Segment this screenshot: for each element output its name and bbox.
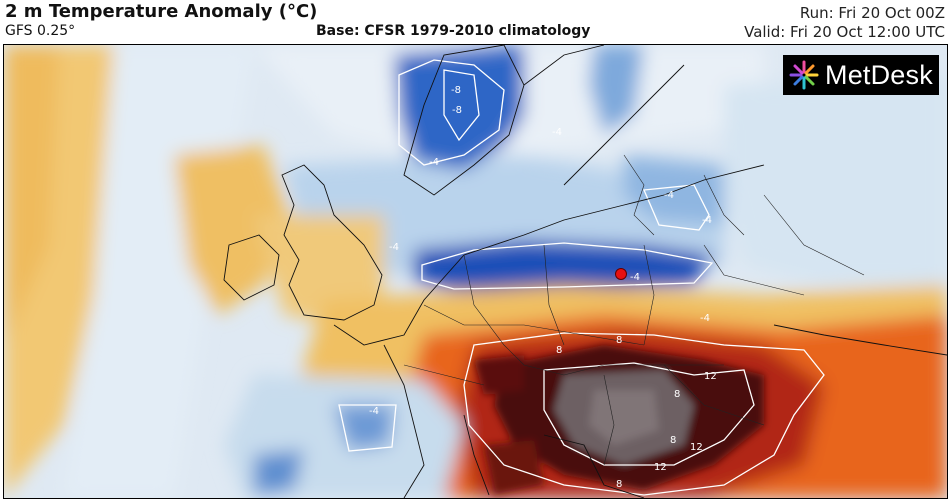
contour-label: -4 bbox=[369, 406, 379, 417]
contour-label: 8 bbox=[674, 389, 680, 400]
contour-label: -8 bbox=[452, 105, 462, 116]
logo-text: MetDesk bbox=[825, 59, 933, 90]
contour-label: -4 bbox=[702, 215, 712, 226]
coastlines bbox=[223, 45, 947, 498]
contour-lines bbox=[338, 59, 825, 496]
contour-label: 8 bbox=[670, 435, 676, 446]
contour-label: -8 bbox=[451, 85, 461, 96]
metdesk-logo: MetDesk bbox=[783, 55, 939, 95]
contour-label: 12 bbox=[654, 462, 667, 473]
anomaly-map: -8 -8 -4 -4 -4 -4 -4 -4 -4 -4 8 8 8 8 8 … bbox=[3, 44, 948, 499]
contour-label: 12 bbox=[690, 442, 703, 453]
continent-north-coast bbox=[333, 164, 765, 346]
contour-label: 8 bbox=[616, 335, 622, 346]
contour-minus4-iberia bbox=[338, 404, 397, 452]
contour-label: 8 bbox=[616, 479, 622, 490]
italy-coast bbox=[463, 414, 490, 496]
map-canvas: -8 -8 -4 -4 -4 -4 -4 -4 -4 -4 8 8 8 8 8 … bbox=[4, 45, 947, 498]
balkan-coast bbox=[543, 434, 645, 498]
anomaly-field bbox=[4, 45, 947, 498]
model-label: GFS 0.25° bbox=[5, 23, 76, 39]
contour-label: -4 bbox=[630, 272, 640, 283]
country-borders bbox=[403, 154, 865, 466]
black-sea-coast bbox=[773, 324, 947, 356]
contour-12 bbox=[543, 362, 755, 466]
france-west-coast bbox=[383, 344, 425, 498]
contour-label: 8 bbox=[556, 345, 562, 356]
base-climatology-label: Base: CFSR 1979-2010 climatology bbox=[316, 23, 591, 39]
chart-title: 2 m Temperature Anomaly (°C) bbox=[5, 1, 318, 22]
contour-minus4-scandinavia bbox=[398, 59, 505, 166]
contour-label: -4 bbox=[552, 127, 562, 138]
contour-labels: -8 -8 -4 -4 -4 -4 -4 -4 -4 -4 8 8 8 8 8 … bbox=[369, 85, 717, 490]
contour-minus4-finland bbox=[643, 184, 710, 231]
starburst-logo-icon bbox=[789, 60, 819, 90]
contour-label: -4 bbox=[664, 190, 674, 201]
britain-coast bbox=[281, 164, 383, 321]
run-time-label: Run: Fri 20 Oct 00Z bbox=[799, 4, 945, 22]
location-marker bbox=[615, 268, 627, 280]
ireland-coast bbox=[223, 234, 280, 301]
sweden-baltic-coast bbox=[523, 45, 685, 186]
contour-minus8-scandinavia bbox=[443, 69, 480, 142]
contour-label: 12 bbox=[704, 371, 717, 382]
contour-8 bbox=[463, 332, 825, 496]
header: 2 m Temperature Anomaly (°C) GFS 0.25° B… bbox=[0, 0, 951, 44]
valid-time-label: Valid: Fri 20 Oct 12:00 UTC bbox=[744, 23, 945, 41]
contour-label: -4 bbox=[389, 242, 399, 253]
contour-label: -4 bbox=[429, 157, 439, 168]
contour-label: -4 bbox=[700, 313, 710, 324]
